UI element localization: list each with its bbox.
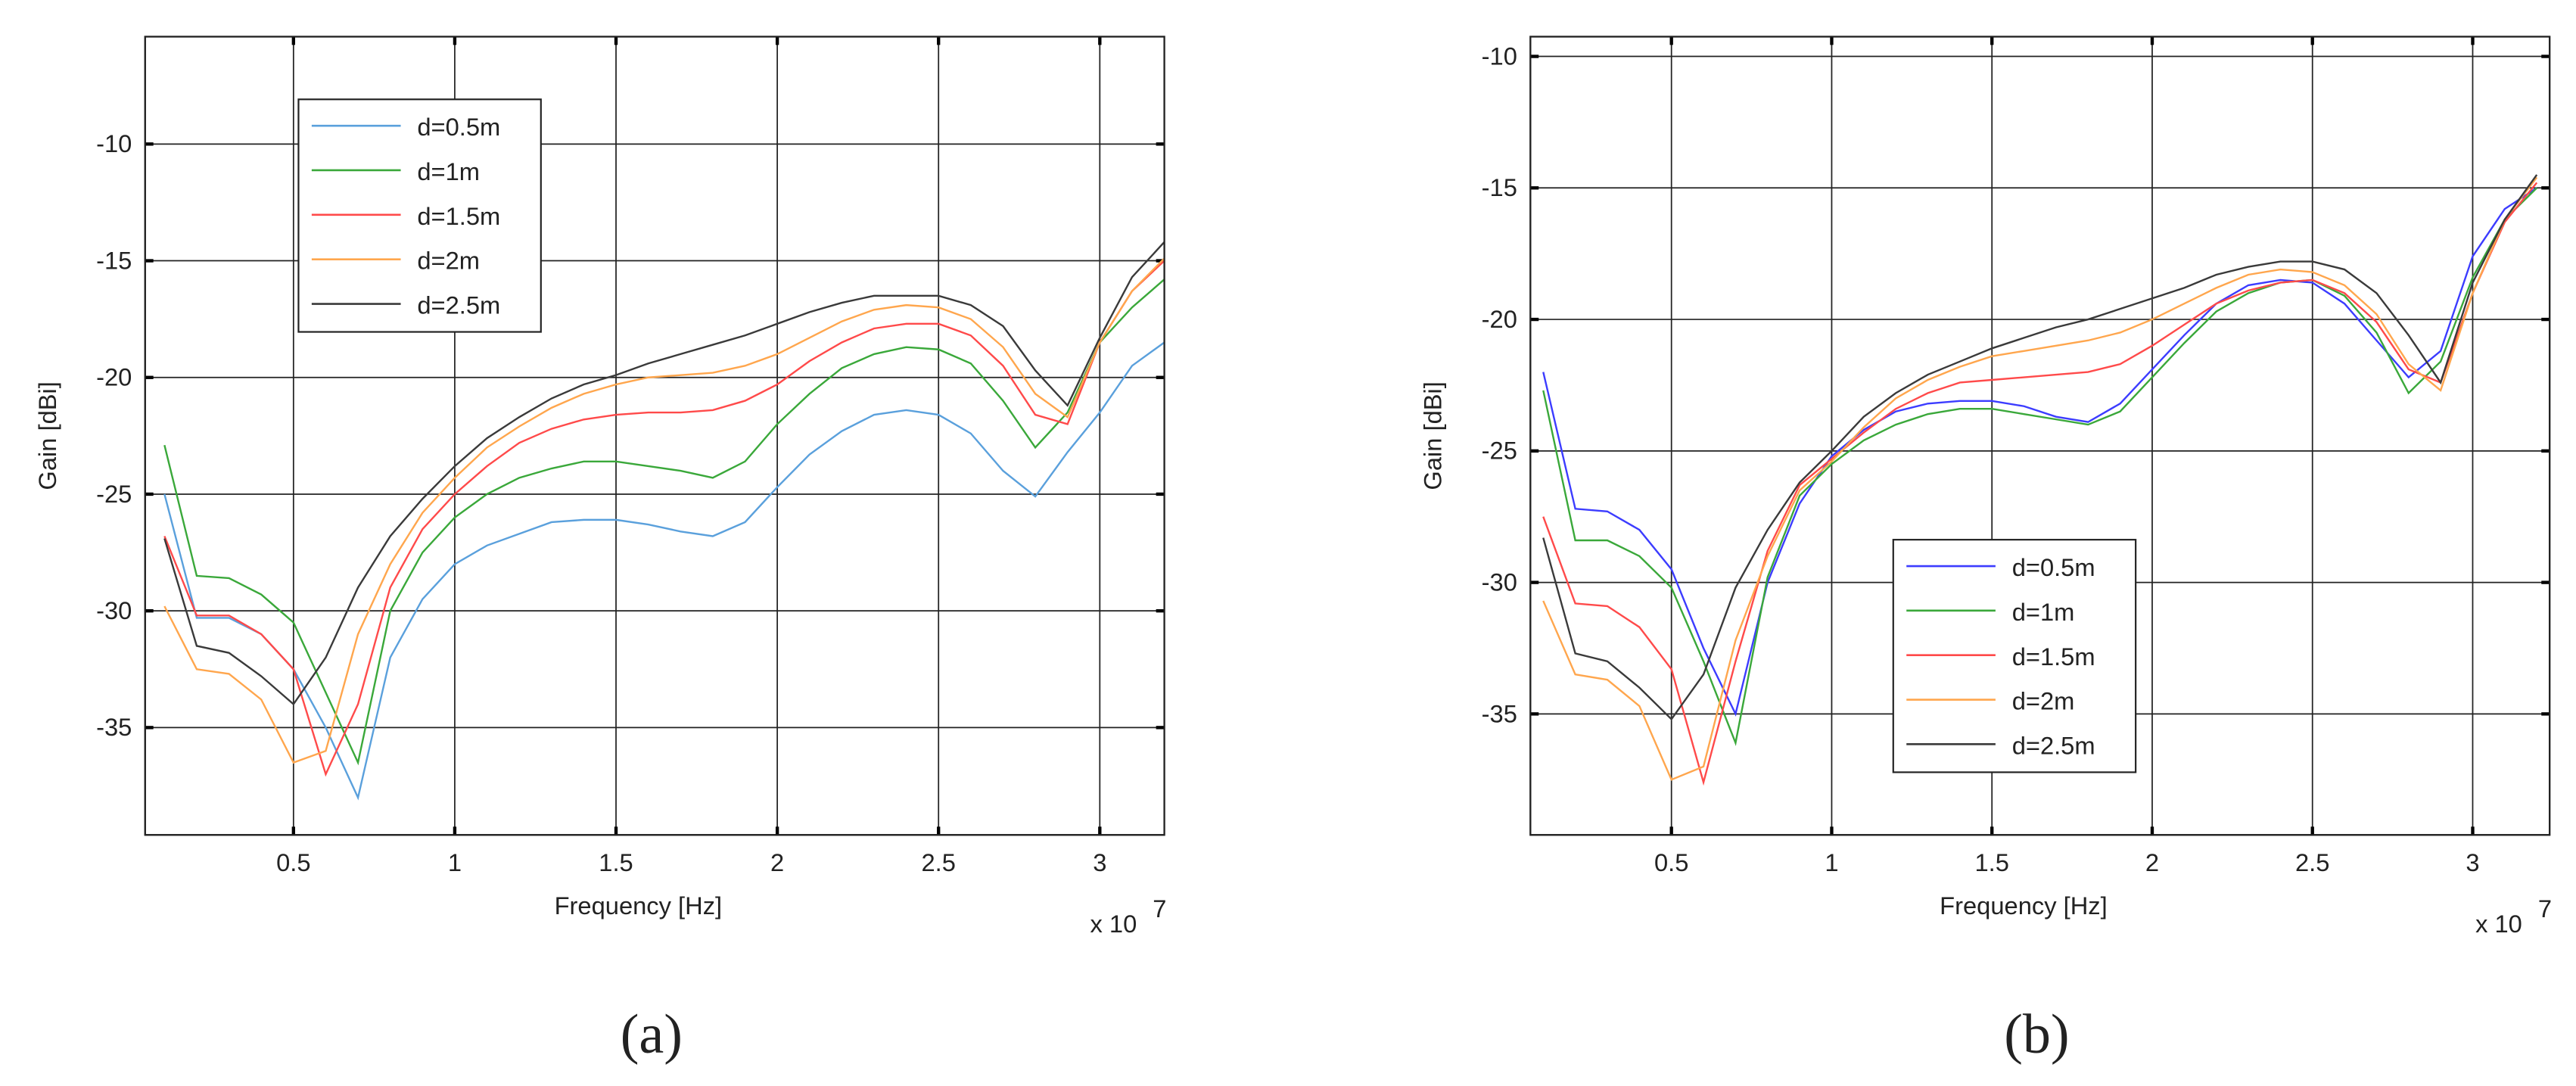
y-tick-label: -10 [96,129,132,157]
x-multiplier-exponent: 7 [1153,895,1166,923]
y-tick-label: -10 [1482,42,1517,70]
legend-label: d=2m [417,247,480,275]
series-line [163,260,1165,777]
x-axis-label: Frequency [Hz] [555,892,723,920]
y-tick-label: -30 [96,596,132,624]
x-tick-label: 0.5 [276,848,310,876]
x-tick-label: 2.5 [2295,848,2329,876]
plot-frame [1529,36,2551,836]
series-line [163,241,1165,706]
x-axis-label: Frequency [Hz] [1940,892,2108,920]
plot-frame [144,36,1165,836]
y-tick-label: -30 [1482,568,1517,596]
y-tick-label: -15 [96,246,132,274]
x-tick-label: 0.5 [1654,848,1688,876]
series-line [163,279,1165,766]
x-multiplier-exponent: 7 [2538,895,2552,923]
legend-label: d=1m [417,157,480,185]
legend-label: d=0.5m [2012,553,2095,581]
legend: d=0.5m d=1m d=1.5m d=2m d=2.5m [297,98,542,333]
x-tick-label: 2.5 [922,848,956,876]
legend: d=0.5m d=1m d=1.5m d=2m d=2.5m [1892,539,2137,773]
y-tick-label: -25 [1482,437,1517,465]
legend-label: d=2.5m [2012,731,2095,759]
y-tick-label: -20 [96,363,132,391]
chart: 0.5 1 1.5 2 2.5 3 -35 -30 -25 -20 -15 -10 Frequency … [33,36,1166,1066]
legend-label: d=2.5m [417,291,500,319]
x-tick-label: 1 [448,848,462,876]
series-line [1542,187,2538,746]
series-line [1542,182,2538,786]
x-multiplier: x 10 [1090,910,1137,938]
x-tick-label: 1.5 [1975,848,2009,876]
series-line [163,341,1165,801]
legend-label: d=2m [2012,687,2075,715]
y-tick-label: -15 [1482,173,1517,201]
x-tick-label: 2 [770,848,784,876]
legend-label: d=1m [2012,598,2075,626]
y-tick-label: -35 [96,713,132,741]
x-tick-label: 3 [1093,848,1106,876]
series-line [163,257,1165,764]
legend-label: d=0.5m [417,113,500,141]
caption: (a) [621,1004,683,1066]
caption: (b) [2004,1004,2069,1066]
y-axis-label: Gain [dBi] [1419,381,1447,490]
legend-label: d=1.5m [417,202,500,230]
chart: 0.5 1 1.5 2 2.5 3 -35 -30 -25 -20 -15 -10 Frequency … [1419,36,2552,1066]
x-tick-label: 1 [1825,848,1838,876]
y-axis-label: Gain [dBi] [33,381,61,490]
y-tick-label: -20 [1482,305,1517,333]
x-tick-label: 3 [2466,848,2479,876]
x-tick-label: 1.5 [599,848,633,876]
y-tick-label: -35 [1482,699,1517,727]
x-tick-label: 2 [2145,848,2159,876]
y-tick-label: -25 [96,480,132,508]
x-multiplier: x 10 [2475,910,2522,938]
series-line [1542,174,2538,721]
legend-label: d=1.5m [2012,643,2095,671]
series-line [1542,176,2538,781]
